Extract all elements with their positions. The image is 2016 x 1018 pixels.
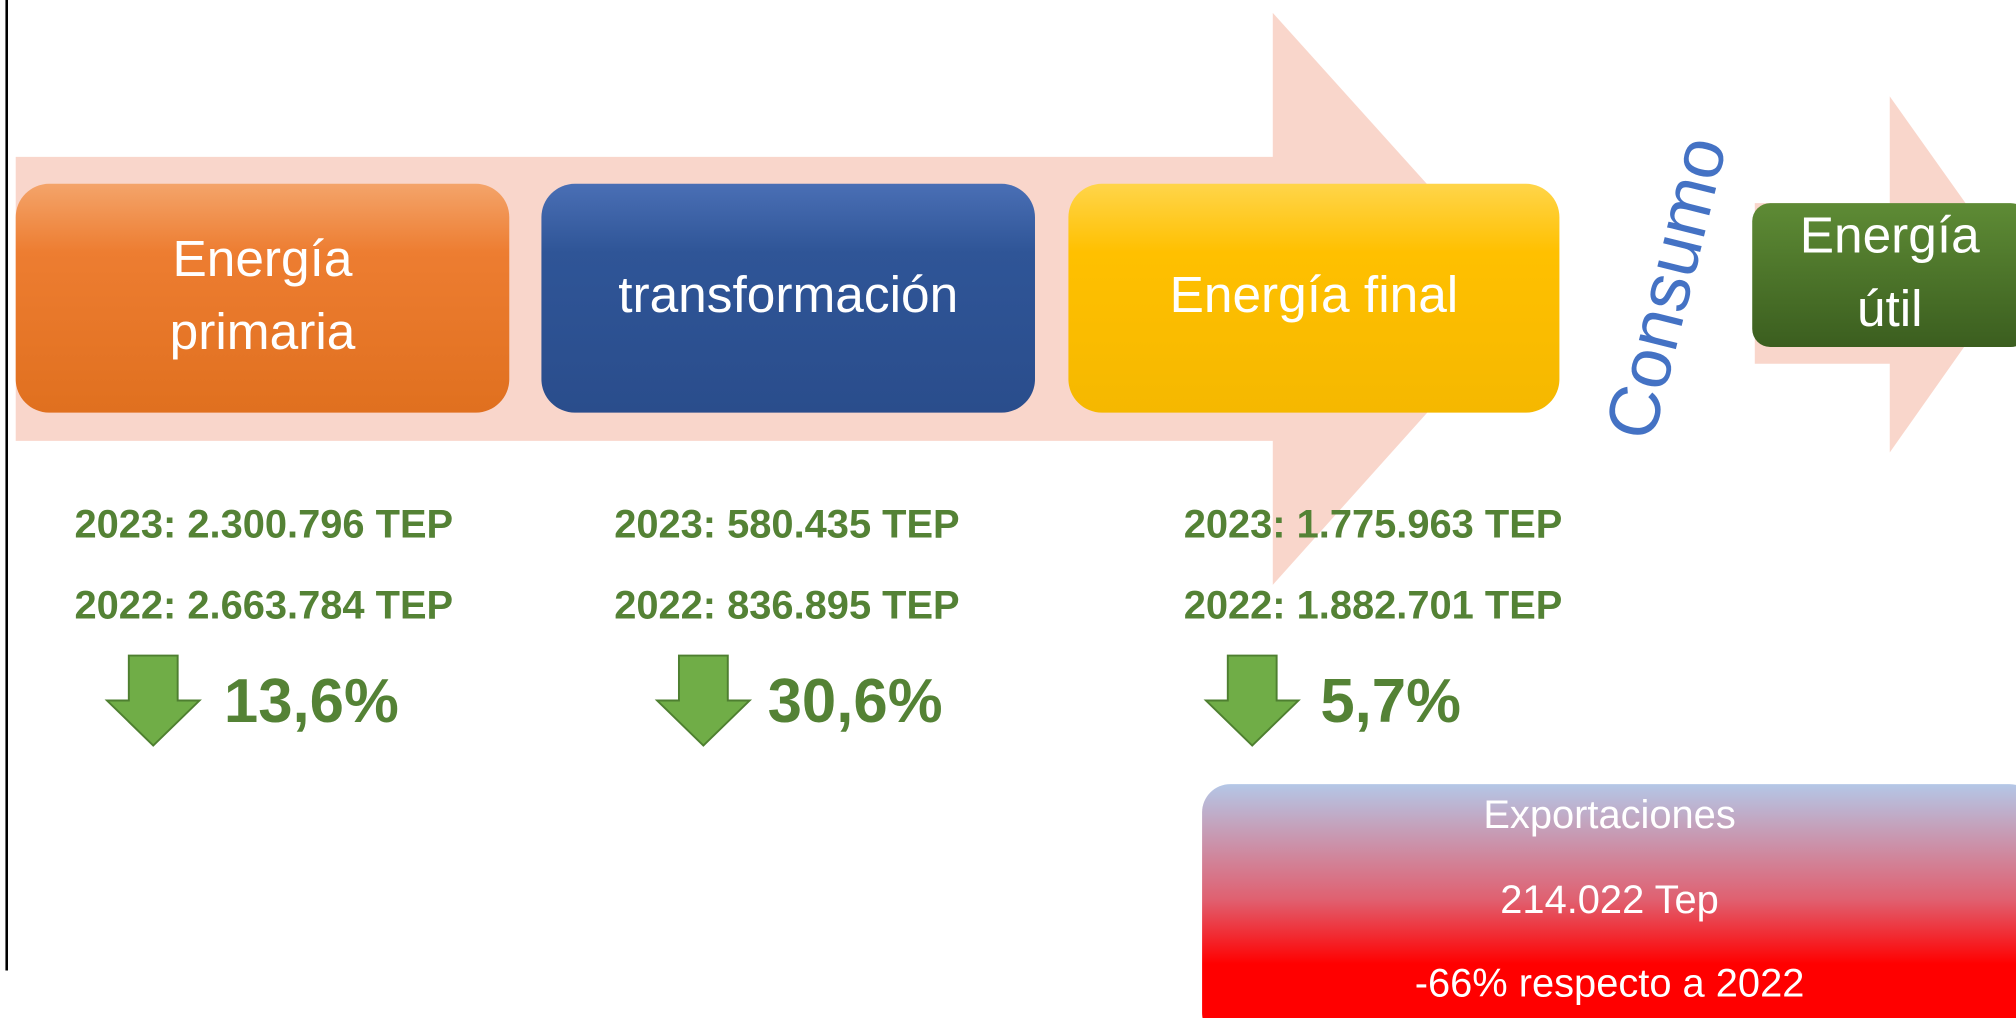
down-arrow bbox=[1203, 654, 1301, 747]
stage-label: primaria bbox=[170, 302, 356, 360]
change: 30,6% bbox=[768, 667, 943, 736]
stage-label: Energía bbox=[172, 229, 352, 287]
stat-2023: 2023: 580.435 TEP bbox=[614, 503, 959, 547]
stage-box bbox=[1068, 183, 1560, 413]
stage-box bbox=[541, 183, 1035, 413]
exports-box bbox=[1202, 784, 2016, 1018]
util-label: Energía bbox=[1800, 206, 1980, 264]
stage-box bbox=[15, 183, 510, 413]
stage-label: transformación bbox=[618, 265, 958, 323]
stage-label: Energía final bbox=[1170, 265, 1459, 323]
stat-2022: 2022: 836.895 TEP bbox=[614, 584, 959, 628]
down-arrow bbox=[104, 654, 202, 747]
exports-value: 214.022 Tep bbox=[1500, 878, 1719, 922]
consumo-label: Consumo bbox=[1590, 129, 1742, 447]
util-label: útil bbox=[1857, 279, 1923, 337]
util-box bbox=[1752, 203, 2016, 348]
stat-2022: 2022: 1.882.701 TEP bbox=[1184, 584, 1563, 628]
stat-2022: 2022: 2.663.784 TEP bbox=[74, 584, 453, 628]
stat-2023: 2023: 2.300.796 TEP bbox=[74, 503, 453, 547]
down-arrow bbox=[654, 654, 753, 747]
change: 13,6% bbox=[224, 667, 399, 736]
exports-change: -66% respecto a 2022 bbox=[1415, 961, 1805, 1005]
exports-title: Exportaciones bbox=[1483, 793, 1735, 837]
change: 5,7% bbox=[1320, 667, 1461, 736]
stat-2023: 2023: 1.775.963 TEP bbox=[1184, 503, 1563, 547]
